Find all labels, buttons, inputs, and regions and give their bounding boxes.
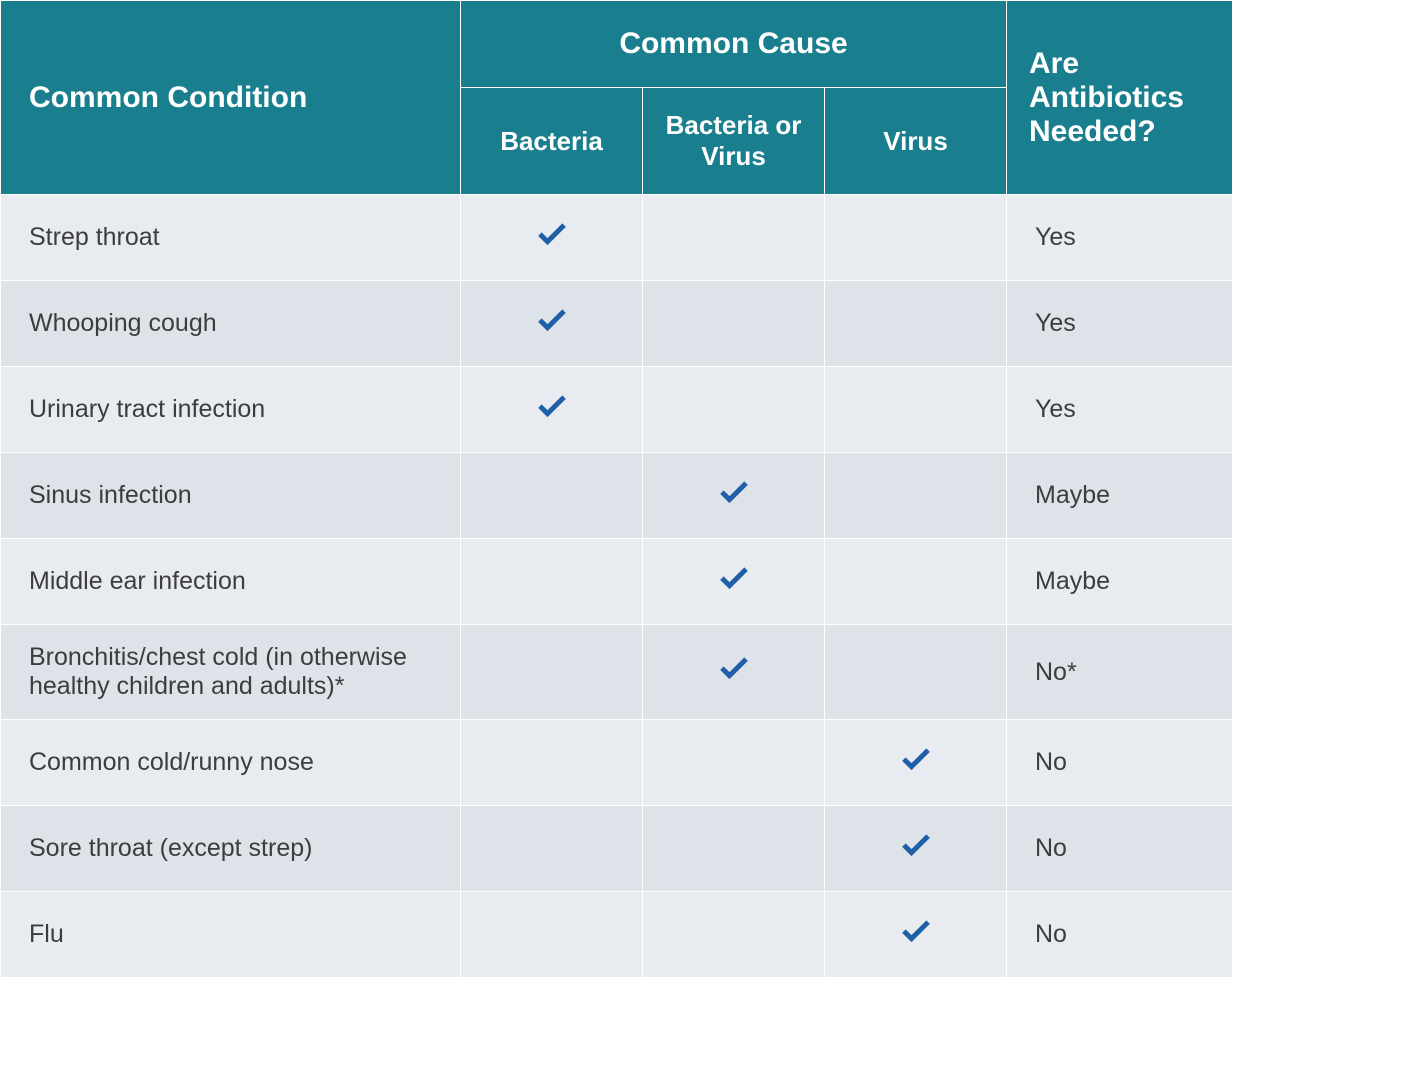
bacteria-or-virus-cell bbox=[643, 367, 825, 453]
col-header-condition: Common Condition bbox=[1, 1, 461, 195]
check-icon bbox=[896, 829, 936, 869]
bacteria-cell bbox=[461, 195, 643, 281]
virus-cell bbox=[825, 625, 1007, 720]
header-row-top: Common Condition Common Cause Are Antibi… bbox=[1, 1, 1233, 88]
condition-cell: Strep throat bbox=[1, 195, 461, 281]
check-icon bbox=[896, 743, 936, 783]
antibiotics-cell: No* bbox=[1007, 625, 1233, 720]
virus-cell bbox=[825, 453, 1007, 539]
bacteria-or-virus-cell bbox=[643, 281, 825, 367]
check-icon bbox=[896, 915, 936, 955]
check-icon bbox=[714, 652, 754, 692]
condition-cell: Sinus infection bbox=[1, 453, 461, 539]
table-row: Common cold/runny nose No bbox=[1, 720, 1233, 806]
table-row: Middle ear infection Maybe bbox=[1, 539, 1233, 625]
bacteria-or-virus-cell bbox=[643, 625, 825, 720]
table-row: Bronchitis/chest cold (in otherwise heal… bbox=[1, 625, 1233, 720]
condition-cell: Bronchitis/chest cold (in otherwise heal… bbox=[1, 625, 461, 720]
bacteria-or-virus-cell bbox=[643, 892, 825, 978]
antibiotics-cell: Maybe bbox=[1007, 453, 1233, 539]
table-body: Strep throatYesWhooping coughYesUrinary … bbox=[1, 195, 1233, 978]
bacteria-cell bbox=[461, 367, 643, 453]
virus-cell bbox=[825, 720, 1007, 806]
antibiotics-cell: No bbox=[1007, 806, 1233, 892]
condition-cell: Flu bbox=[1, 892, 461, 978]
virus-cell bbox=[825, 539, 1007, 625]
bacteria-cell bbox=[461, 720, 643, 806]
table-row: Flu No bbox=[1, 892, 1233, 978]
col-header-cause-group: Common Cause bbox=[461, 1, 1007, 88]
table-row: Strep throat Yes bbox=[1, 195, 1233, 281]
table-row: Urinary tract infection Yes bbox=[1, 367, 1233, 453]
bacteria-or-virus-cell bbox=[643, 195, 825, 281]
check-icon bbox=[532, 390, 572, 430]
table-row: Sore throat (except strep) No bbox=[1, 806, 1233, 892]
col-header-virus: Virus bbox=[825, 88, 1007, 195]
condition-cell: Common cold/runny nose bbox=[1, 720, 461, 806]
bacteria-cell bbox=[461, 625, 643, 720]
antibiotics-cell: Yes bbox=[1007, 195, 1233, 281]
bacteria-or-virus-cell bbox=[643, 453, 825, 539]
check-icon bbox=[714, 476, 754, 516]
condition-cell: Middle ear infection bbox=[1, 539, 461, 625]
virus-cell bbox=[825, 195, 1007, 281]
antibiotics-cell: Yes bbox=[1007, 281, 1233, 367]
table-row: Whooping cough Yes bbox=[1, 281, 1233, 367]
col-header-bacteria: Bacteria bbox=[461, 88, 643, 195]
check-icon bbox=[714, 562, 754, 602]
antibiotics-cell: No bbox=[1007, 720, 1233, 806]
antibiotics-table: Common Condition Common Cause Are Antibi… bbox=[0, 0, 1233, 978]
antibiotics-cell: Yes bbox=[1007, 367, 1233, 453]
virus-cell bbox=[825, 806, 1007, 892]
condition-cell: Urinary tract infection bbox=[1, 367, 461, 453]
bacteria-cell bbox=[461, 892, 643, 978]
table-row: Sinus infection Maybe bbox=[1, 453, 1233, 539]
antibiotics-cell: No bbox=[1007, 892, 1233, 978]
bacteria-cell bbox=[461, 281, 643, 367]
bacteria-cell bbox=[461, 453, 643, 539]
virus-cell bbox=[825, 367, 1007, 453]
check-icon bbox=[532, 304, 572, 344]
bacteria-or-virus-cell bbox=[643, 720, 825, 806]
virus-cell bbox=[825, 892, 1007, 978]
col-header-bacteria-or-virus: Bacteria or Virus bbox=[643, 88, 825, 195]
antibiotics-table-container: Common Condition Common Cause Are Antibi… bbox=[0, 0, 1232, 978]
bacteria-or-virus-cell bbox=[643, 539, 825, 625]
bacteria-cell bbox=[461, 806, 643, 892]
antibiotics-cell: Maybe bbox=[1007, 539, 1233, 625]
bacteria-cell bbox=[461, 539, 643, 625]
virus-cell bbox=[825, 281, 1007, 367]
check-icon bbox=[532, 218, 572, 258]
condition-cell: Sore throat (except strep) bbox=[1, 806, 461, 892]
condition-cell: Whooping cough bbox=[1, 281, 461, 367]
bacteria-or-virus-cell bbox=[643, 806, 825, 892]
col-header-antibiotics: Are Antibiotics Needed? bbox=[1007, 1, 1233, 195]
